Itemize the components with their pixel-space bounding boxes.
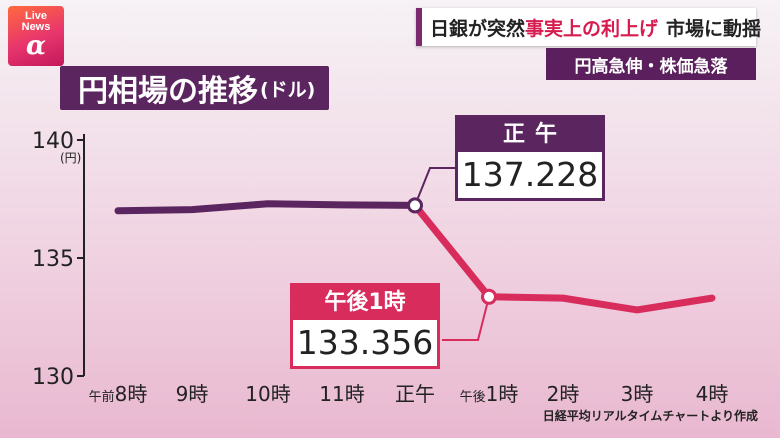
series-line-afternoon [411, 201, 716, 314]
source-note: 日経平均リアルタイムチャートより作成 [542, 409, 758, 423]
chart-title-unit: (ドル) [260, 78, 316, 101]
x-tick-label-2: 10時 [245, 382, 290, 406]
y-tick-label-135: 135 [32, 247, 74, 272]
headline-part-1: 日銀が突然 [430, 17, 526, 40]
callout-1pm-leader [442, 296, 490, 341]
callout-1pm-label: 午後1時 [293, 286, 437, 320]
callout-noon: 正午 137.228 [455, 115, 605, 201]
callout-noon-leader [414, 167, 458, 206]
callout-1pm-value: 133.356 [293, 320, 437, 366]
point-1pm [481, 288, 497, 305]
headline-banner: 日銀が突然 事実上の利上げ 市場に動揺 [416, 8, 761, 46]
x-tick-label-7: 3時 [621, 382, 654, 406]
chart-title-main: 円相場の推移 [78, 74, 258, 109]
x-tick-label-5: 午後1時 [460, 382, 519, 406]
series-line-morning [114, 200, 419, 215]
headline-part-3: 市場に動揺 [666, 17, 762, 40]
y-tick-label-130: 130 [32, 365, 74, 390]
callout-1pm: 午後1時 133.356 [290, 283, 440, 369]
headline-part-2: 事実上の利上げ [525, 17, 659, 40]
chart-lines [114, 167, 716, 341]
callout-noon-label: 正午 [458, 118, 602, 152]
chart-axes: 140 135 130 (円) 午前8時 9時 10時 11時 正午 午後1時 2時 3時 4時 [32, 129, 728, 406]
x-tick-label-0: 午前8時 [89, 382, 148, 406]
y-tick-label-140: 140 [32, 129, 74, 154]
x-tick-label-1: 9時 [176, 382, 209, 406]
x-tick-label-6: 2時 [547, 382, 580, 406]
x-tick-label-4: 正午 [395, 382, 435, 406]
logo-line-1: Live [24, 10, 47, 22]
subheadline-banner: 円高急伸・株価急落 [546, 48, 756, 80]
y-axis-unit-label: (円) [60, 151, 81, 165]
logo-line-2: News [21, 21, 51, 33]
chart-points [407, 197, 497, 305]
logo-alpha: α [25, 31, 46, 61]
x-tick-label-8: 4時 [696, 382, 729, 406]
live-news-alpha-logo: Live News α [8, 6, 64, 66]
chart-title: 円相場の推移 (ドル) [60, 66, 330, 110]
callout-noon-value: 137.228 [458, 152, 602, 198]
x-tick-label-3: 11時 [319, 382, 364, 406]
point-noon [407, 197, 423, 214]
